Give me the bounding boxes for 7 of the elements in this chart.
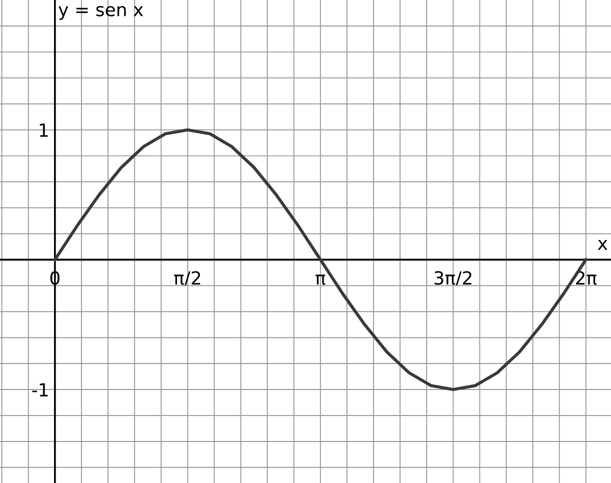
x-tick-label: π/2 [174,271,200,286]
x-tick-label: 3π/2 [434,271,472,286]
y-tick-label: -1 [32,383,48,396]
y-axis-title: y = sen x [58,6,144,20]
y-tick-label: 1 [40,124,48,137]
x-axis-title: x [598,240,608,250]
x-tick-label: π [316,274,326,285]
